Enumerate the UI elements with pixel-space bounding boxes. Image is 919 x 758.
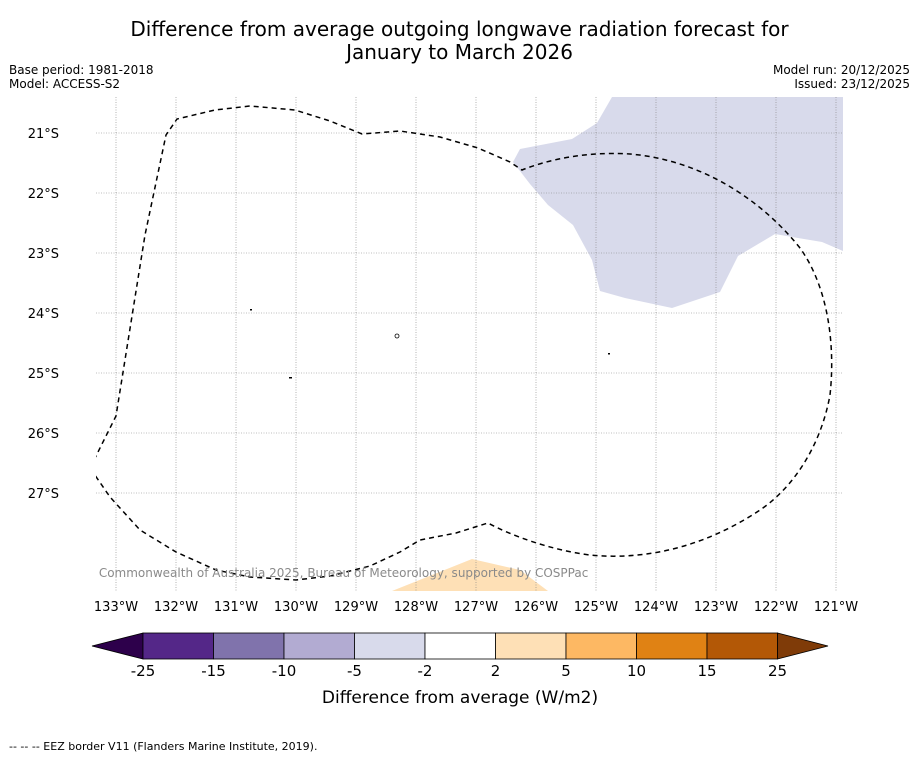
colorbar-tick: 10 [627,662,646,680]
colorbar-ticks: -25 -15 -10 -5 -2 2 5 10 15 25 [131,662,787,680]
island-marker [250,309,252,311]
colorbar-segment [636,632,708,660]
meta-right: Model run: 20/12/2025 Issued: 23/12/2025 [773,63,910,91]
issued-date: Issued: 23/12/2025 [794,77,910,91]
lon-label: 129°W [334,600,378,615]
lon-label: 131°W [214,600,258,615]
lon-label: 133°W [94,600,138,615]
lon-label: 126°W [514,600,558,615]
island-marker [289,377,292,379]
base-period: Base period: 1981-2018 [9,63,154,77]
longitude-labels: 133°W 132°W 131°W 130°W 129°W 128°W 127°… [94,600,858,615]
lon-label: 123°W [694,600,738,615]
colorbar-segment [495,632,567,660]
negative-anomaly-region [513,97,843,308]
lat-label: 26°S [28,427,59,442]
lon-label: 125°W [574,600,618,615]
title-line-1: Difference from average outgoing longwav… [130,17,789,41]
colorbar-label: Difference from average (W/m2) [322,688,598,708]
colorbar-tick: -15 [201,662,226,680]
eez-footnote: -- -- -- EEZ border V11 (Flanders Marine… [9,740,318,753]
lon-label: 124°W [634,600,678,615]
colorbar-segment [706,632,778,660]
copyright-notice: © Commonwealth of Australia 2025, Bureau… [83,566,588,580]
lon-label: 127°W [454,600,498,615]
colorbar-segment [424,632,496,660]
lat-label: 23°S [28,247,59,262]
gridlines [96,97,843,591]
island-marker [394,333,400,339]
lon-label: 132°W [154,600,198,615]
colorbar-max-arrow [777,632,829,660]
island-marker [608,353,610,355]
colorbar-segment [283,632,355,660]
lat-label: 27°S [28,487,59,502]
lon-label: 121°W [814,600,858,615]
colorbar-tick: -5 [347,662,362,680]
colorbar-tick: 5 [561,662,571,680]
lat-label: 25°S [28,367,59,382]
lon-label: 130°W [274,600,318,615]
lon-label: 128°W [394,600,438,615]
colorbar-tick: -10 [272,662,297,680]
lon-label: 122°W [754,600,798,615]
colorbar-segment [354,632,426,660]
map-plot-area: © Commonwealth of Australia 2025, Bureau… [83,97,843,591]
colorbar-segment [142,632,214,660]
meta-left: Base period: 1981-2018 Model: ACCESS-S2 [9,63,154,91]
colorbar-segment [213,632,285,660]
colorbar-tick: 15 [697,662,716,680]
title-line-2: January to March 2026 [346,40,573,64]
lat-label: 24°S [28,307,59,322]
latitude-labels: 21°S 22°S 23°S 24°S 25°S 26°S 27°S [28,127,59,502]
colorbar [91,632,829,660]
positive-anomaly-region [392,559,548,591]
eez-border [96,105,833,581]
colorbar-tick: 2 [491,662,501,680]
colorbar-segment [565,632,637,660]
lat-label: 22°S [28,187,59,202]
colorbar-tick: -25 [131,662,156,680]
map-title: Difference from average outgoing longwav… [0,18,919,64]
model-name: Model: ACCESS-S2 [9,77,121,91]
colorbar-tick: 25 [768,662,787,680]
lat-label: 21°S [28,127,59,142]
model-run: Model run: 20/12/2025 [772,63,910,77]
colorbar-tick: -2 [418,662,433,680]
colorbar-min-arrow [91,632,144,660]
